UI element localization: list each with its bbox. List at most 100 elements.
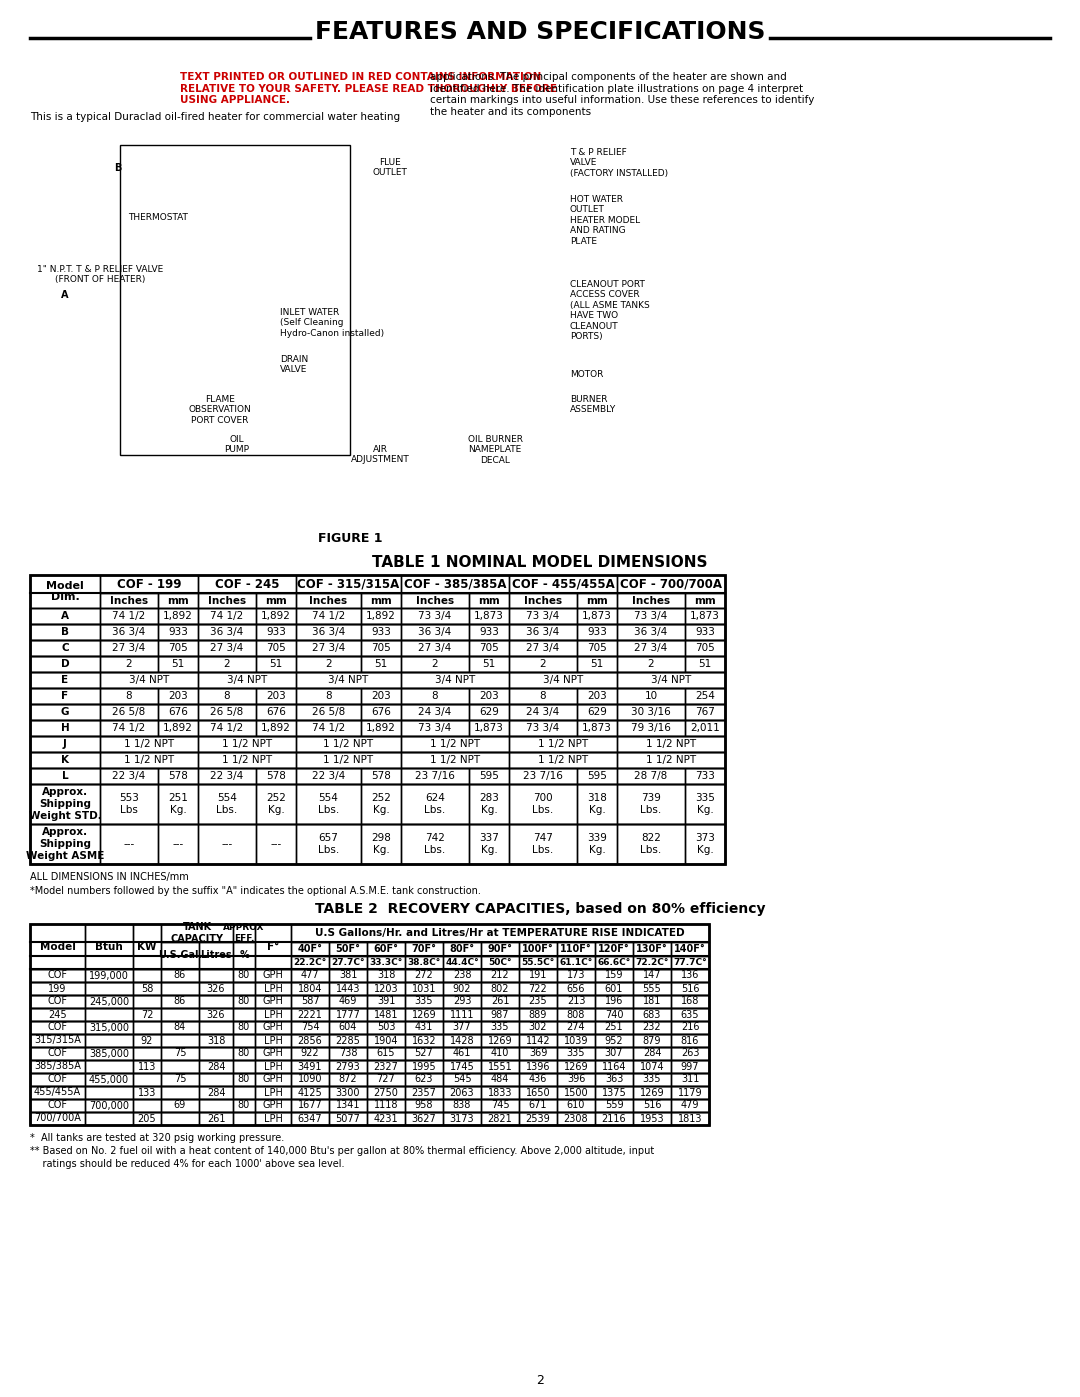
Text: 22 3/4: 22 3/4 [211, 771, 244, 781]
Bar [443, 1009, 481, 1021]
Text: 808: 808 [567, 1010, 585, 1020]
Text: 2327: 2327 [374, 1062, 399, 1071]
Text: FEATURES AND SPECIFICATIONS: FEATURES AND SPECIFICATIONS [314, 20, 766, 43]
Text: GPH: GPH [262, 1023, 283, 1032]
Bar [158, 719, 198, 736]
Text: 1375: 1375 [602, 1087, 626, 1098]
Text: 516: 516 [643, 1101, 661, 1111]
Text: 44.4C°: 44.4C° [445, 958, 478, 967]
Bar [577, 640, 617, 657]
Text: 676: 676 [372, 707, 391, 717]
Text: 595: 595 [588, 771, 607, 781]
Text: ---: --- [123, 840, 135, 849]
Bar [617, 704, 685, 719]
Text: 676: 676 [168, 707, 188, 717]
Text: 335: 335 [567, 1049, 585, 1059]
Text: 27.7C°: 27.7C° [332, 958, 365, 967]
Text: 705: 705 [266, 643, 286, 652]
Bar [233, 1046, 255, 1060]
Text: 27 3/4: 27 3/4 [634, 643, 667, 652]
Bar [519, 1009, 557, 1021]
Text: 22 3/4: 22 3/4 [112, 771, 146, 781]
Bar [361, 592, 401, 608]
Text: 431: 431 [415, 1023, 433, 1032]
Text: 527: 527 [415, 1049, 433, 1059]
Bar [255, 923, 291, 970]
Bar [161, 1021, 199, 1034]
Text: 705: 705 [696, 643, 715, 652]
Bar [291, 995, 329, 1009]
Text: 1203: 1203 [374, 983, 399, 993]
Text: A: A [60, 610, 69, 622]
Bar [30, 576, 100, 608]
Text: 705: 705 [372, 643, 391, 652]
Text: MOTOR: MOTOR [570, 370, 604, 379]
Text: 283
Kg.: 283 Kg. [480, 793, 499, 814]
Text: OIL BURNER
NAMEPLATE
DECAL: OIL BURNER NAMEPLATE DECAL [468, 434, 523, 465]
Bar [198, 592, 256, 608]
Text: 455/455A: 455/455A [33, 1087, 81, 1098]
Text: 1,892: 1,892 [261, 610, 291, 622]
Bar [198, 719, 256, 736]
Text: 373
Kg.: 373 Kg. [696, 833, 715, 855]
Text: 335: 335 [643, 1074, 661, 1084]
Text: APPROX
EFF.: APPROX EFF. [224, 923, 265, 943]
Text: 1 1/2 NPT: 1 1/2 NPT [646, 754, 697, 766]
Bar [198, 784, 256, 824]
Bar [329, 1009, 367, 1021]
Bar [633, 1021, 671, 1034]
Bar [233, 1060, 255, 1073]
Bar [617, 576, 725, 592]
Bar [133, 995, 161, 1009]
Bar [469, 657, 509, 672]
Text: 22.2C°: 22.2C° [294, 958, 326, 967]
Bar [158, 768, 198, 784]
Text: 298
Kg.: 298 Kg. [372, 833, 391, 855]
Text: 26 5/8: 26 5/8 [112, 707, 146, 717]
Bar [519, 1046, 557, 1060]
Bar [509, 768, 577, 784]
Bar [671, 1085, 708, 1099]
Text: 595: 595 [480, 771, 499, 781]
Text: CLEANOUT PORT
ACCESS COVER
(ALL ASME TANKS
HAVE TWO
CLEANOUT
PORTS): CLEANOUT PORT ACCESS COVER (ALL ASME TAN… [570, 279, 650, 341]
Bar [30, 1034, 85, 1046]
Text: 110F°: 110F° [561, 944, 592, 954]
Text: 58: 58 [140, 983, 153, 993]
Bar [161, 1099, 199, 1112]
Bar [557, 1099, 595, 1112]
Bar [199, 982, 233, 995]
Text: B: B [114, 163, 122, 173]
Text: 73 3/4: 73 3/4 [418, 724, 451, 733]
Bar [633, 970, 671, 982]
Bar [233, 1073, 255, 1085]
Bar [595, 982, 633, 995]
Bar [198, 687, 256, 704]
Bar [443, 995, 481, 1009]
Bar [233, 1021, 255, 1034]
Text: 2285: 2285 [336, 1035, 361, 1045]
Text: 2: 2 [648, 659, 654, 669]
Bar [443, 982, 481, 995]
Text: 28 7/8: 28 7/8 [634, 771, 667, 781]
Bar [557, 956, 595, 970]
Text: 2: 2 [224, 659, 230, 669]
Text: 252
Kg.: 252 Kg. [266, 793, 286, 814]
Bar [671, 982, 708, 995]
Text: 36 3/4: 36 3/4 [312, 627, 346, 637]
Text: 738: 738 [339, 1049, 357, 1059]
Bar [296, 576, 401, 592]
Bar [30, 704, 100, 719]
Bar [633, 1085, 671, 1099]
Bar [198, 672, 296, 687]
Text: 27 3/4: 27 3/4 [112, 643, 146, 652]
Bar [291, 923, 708, 942]
Bar [509, 672, 617, 687]
Text: 80: 80 [238, 996, 251, 1006]
Bar [233, 982, 255, 995]
Bar [367, 1085, 405, 1099]
Bar [557, 1085, 595, 1099]
Bar [469, 719, 509, 736]
Text: 1179: 1179 [677, 1087, 702, 1098]
Bar [329, 970, 367, 982]
Bar [161, 1009, 199, 1021]
